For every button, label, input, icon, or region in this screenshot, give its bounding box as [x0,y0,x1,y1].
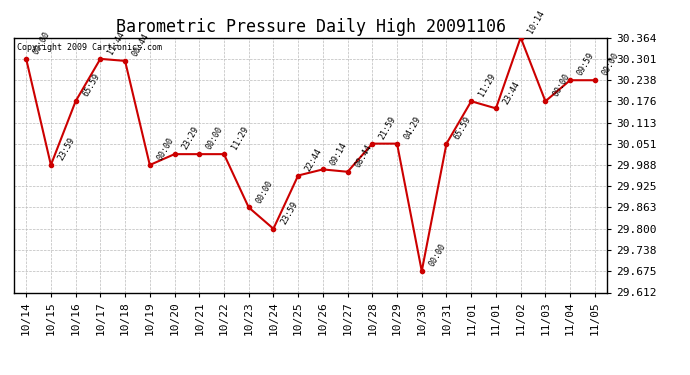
Text: 09:59: 09:59 [575,51,596,78]
Text: 11:29: 11:29 [230,125,250,152]
Text: 00:00: 00:00 [205,125,225,152]
Text: Copyright 2009 Cartronics.com: Copyright 2009 Cartronics.com [17,43,161,52]
Text: 22:44: 22:44 [304,147,324,173]
Text: 23:59: 23:59 [57,136,77,162]
Text: 04:29: 04:29 [402,115,423,141]
Text: 09:14: 09:14 [328,141,348,166]
Text: 23:29: 23:29 [180,125,200,152]
Text: 11:44: 11:44 [106,30,126,56]
Text: 23:44: 23:44 [502,80,522,106]
Text: 00:00: 00:00 [155,136,176,162]
Text: 10:14: 10:14 [526,9,546,35]
Text: 00:00: 00:00 [254,178,275,205]
Text: 00:00: 00:00 [551,72,571,99]
Text: 00:00: 00:00 [600,51,621,78]
Text: 65:59: 65:59 [452,115,473,141]
Text: 65:59: 65:59 [81,72,101,99]
Text: 08:44: 08:44 [353,143,373,169]
Text: 00:44: 00:44 [130,32,151,58]
Text: 00:00: 00:00 [32,30,52,56]
Title: Barometric Pressure Daily High 20091106: Barometric Pressure Daily High 20091106 [115,18,506,36]
Text: 23:59: 23:59 [279,200,299,226]
Text: 00:00: 00:00 [427,242,448,268]
Text: 21:59: 21:59 [378,115,398,141]
Text: 11:29: 11:29 [477,72,497,99]
